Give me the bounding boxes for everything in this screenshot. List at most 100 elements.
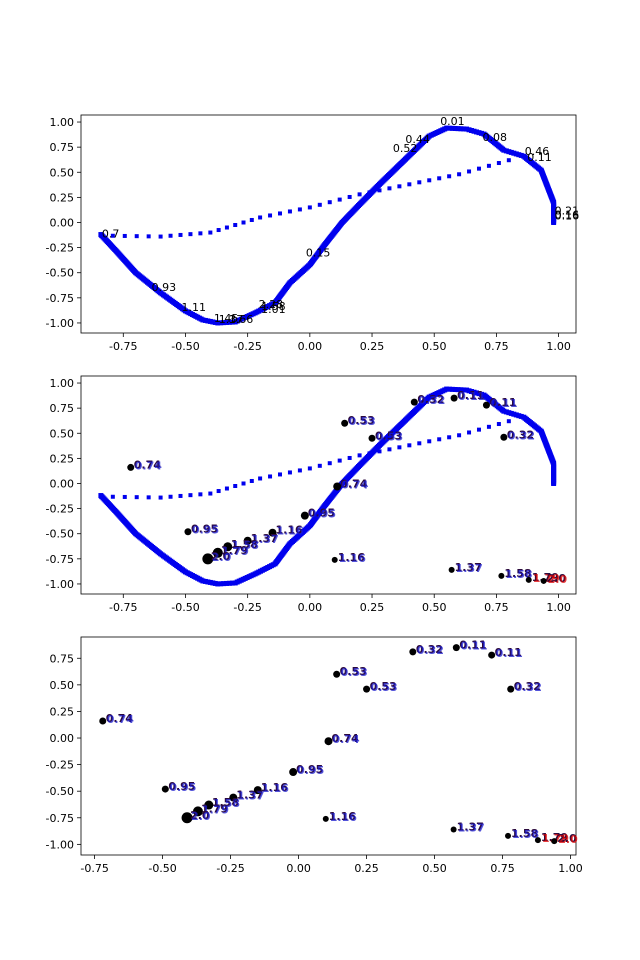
data-point: [450, 826, 457, 833]
point-label: 1.79: [541, 831, 568, 844]
sparse-point: [337, 197, 342, 202]
data-point: [127, 463, 135, 471]
point-label: 0.53: [370, 680, 397, 693]
point-label: 2.0: [190, 809, 210, 822]
x-tick-label: -0.75: [109, 340, 137, 353]
y-tick-label: -0.50: [46, 267, 74, 280]
point-label: 1.58: [213, 797, 240, 810]
sparse-point: [417, 441, 422, 446]
y-tick-label: -1.00: [46, 317, 74, 330]
data-point: [253, 786, 262, 795]
sparse-point: [506, 419, 511, 424]
y-tick-label: -0.25: [46, 503, 74, 516]
point-label: 1.58: [212, 796, 239, 809]
point-label: 0.32: [508, 429, 535, 442]
point-label: 1.58: [231, 538, 258, 551]
data-point: [322, 815, 329, 822]
x-tick-label: 0.25: [354, 862, 379, 875]
curve-point: [444, 386, 450, 392]
chart-panel-top: -0.75 -0.50 -0.25 0.00 0.25 0.50 0.75 1.00 1.00 0…: [46, 114, 579, 353]
sparse-point: [476, 427, 481, 432]
point-label: 1.16: [329, 810, 356, 823]
sparse-point: [287, 470, 292, 475]
curve-point: [444, 125, 450, 131]
data-point: [212, 547, 223, 558]
chart-panel-middle: -0.75 -0.50 -0.25 0.00 0.25 0.50 0.75 1.00 1.00 0…: [46, 375, 577, 614]
sparse-point: [397, 184, 402, 189]
y-tick-label: 0.00: [50, 216, 75, 229]
point-label: 1.16: [261, 781, 288, 794]
point-label: 0.11: [457, 389, 484, 402]
x-tick-label: 0.50: [422, 862, 447, 875]
point-label: 0.01: [440, 115, 465, 128]
x-tick-label: 1.00: [546, 340, 571, 353]
sparse-point: [317, 202, 322, 207]
x-tick-label: 0.25: [360, 601, 385, 614]
point-label: 0.32: [417, 644, 444, 657]
axes-frame: [80, 114, 577, 334]
y-tick-label: 1.00: [50, 116, 75, 129]
sparse-point: [307, 466, 312, 471]
data-point: [534, 837, 541, 844]
point-label: 1.37: [219, 313, 244, 326]
point-label: 0.11: [527, 151, 552, 164]
sparse-point: [287, 209, 292, 214]
x-tick-label: -0.75: [109, 601, 137, 614]
sparse-point: [297, 468, 302, 473]
point-label: 0.11: [458, 390, 485, 403]
point-label: 0.44: [405, 133, 430, 146]
x-tick-label: 1.00: [546, 601, 571, 614]
curve-point: [215, 581, 221, 587]
sparse-point: [178, 232, 183, 237]
point-label: 1.16: [339, 552, 366, 565]
point-label: 1.58: [261, 300, 286, 313]
x-tick-label: 0.25: [360, 340, 385, 353]
point-label: 1.16: [330, 811, 357, 824]
x-tick-label: 0.50: [422, 340, 447, 353]
x-tick-label: -0.75: [80, 862, 108, 875]
point-label: 1.79: [222, 545, 249, 558]
sparse-point: [98, 494, 103, 499]
data-point: [333, 482, 342, 491]
sparse-point: [407, 182, 412, 187]
sparse-point: [98, 233, 103, 238]
point-label: 0.11: [489, 396, 516, 409]
point-label: 0.95: [168, 780, 195, 793]
sparse-point: [357, 192, 362, 197]
y-tick-label: 0.75: [50, 402, 75, 415]
sparse-point: [188, 232, 193, 237]
point-label: 1.58: [505, 568, 532, 581]
x-tick-label: 0.00: [286, 862, 311, 875]
sparse-point: [506, 158, 511, 163]
x-tick-label: 0.00: [298, 601, 323, 614]
point-label: 1.37: [457, 820, 484, 833]
point-label: 1.37: [252, 533, 279, 546]
y-tick-label: 0.00: [50, 477, 75, 490]
sparse-point: [277, 211, 282, 216]
sparse-point: [476, 166, 481, 171]
sparse-point: [110, 233, 115, 238]
sparse-point: [178, 493, 183, 498]
point-label: 0.32: [417, 393, 444, 406]
data-point: [202, 553, 214, 565]
chart-panel-bottom: -0.75 -0.50 -0.25 0.00 0.25 0.50 0.75 1.00 0.75 0…: [46, 636, 583, 875]
point-label: 0.32: [416, 643, 443, 656]
point-label: 1.79: [201, 802, 228, 815]
sparse-point: [198, 231, 203, 236]
point-label: 1.58: [504, 567, 531, 580]
point-label: 2.0: [557, 832, 577, 845]
data-point: [161, 785, 169, 793]
sparse-point: [208, 491, 213, 496]
curve-point: [461, 126, 467, 132]
point-label: 0.95: [169, 781, 196, 794]
curve-point: [221, 581, 227, 587]
data-point: [181, 812, 193, 824]
point-label: 2.0: [211, 550, 231, 563]
y-tick-label: -0.25: [46, 759, 74, 772]
point-label: 1.37: [251, 532, 278, 545]
y-tick-label: 0.75: [50, 141, 75, 154]
sparse-point: [268, 474, 273, 479]
x-tick-label: 0.75: [484, 601, 509, 614]
point-label: 1.58: [511, 827, 538, 840]
